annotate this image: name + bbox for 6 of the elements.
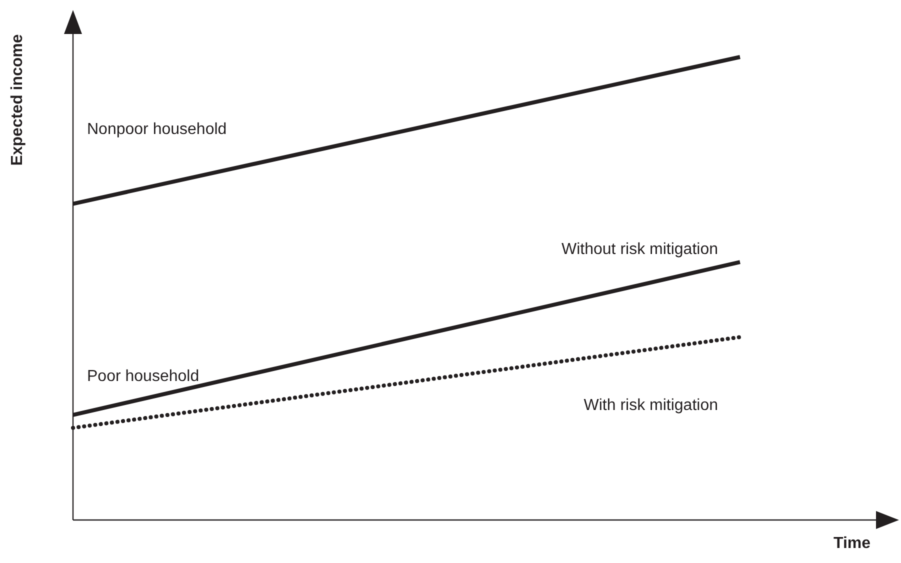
annotation: Poor household (87, 368, 200, 385)
series-label: Nonpoor household (87, 120, 227, 138)
y-axis-title: Expected income (9, 34, 26, 166)
text: With risk mitigation (584, 397, 718, 414)
x-axis-title: Time (833, 535, 871, 552)
series-label: Without risk mitigation (562, 241, 718, 258)
